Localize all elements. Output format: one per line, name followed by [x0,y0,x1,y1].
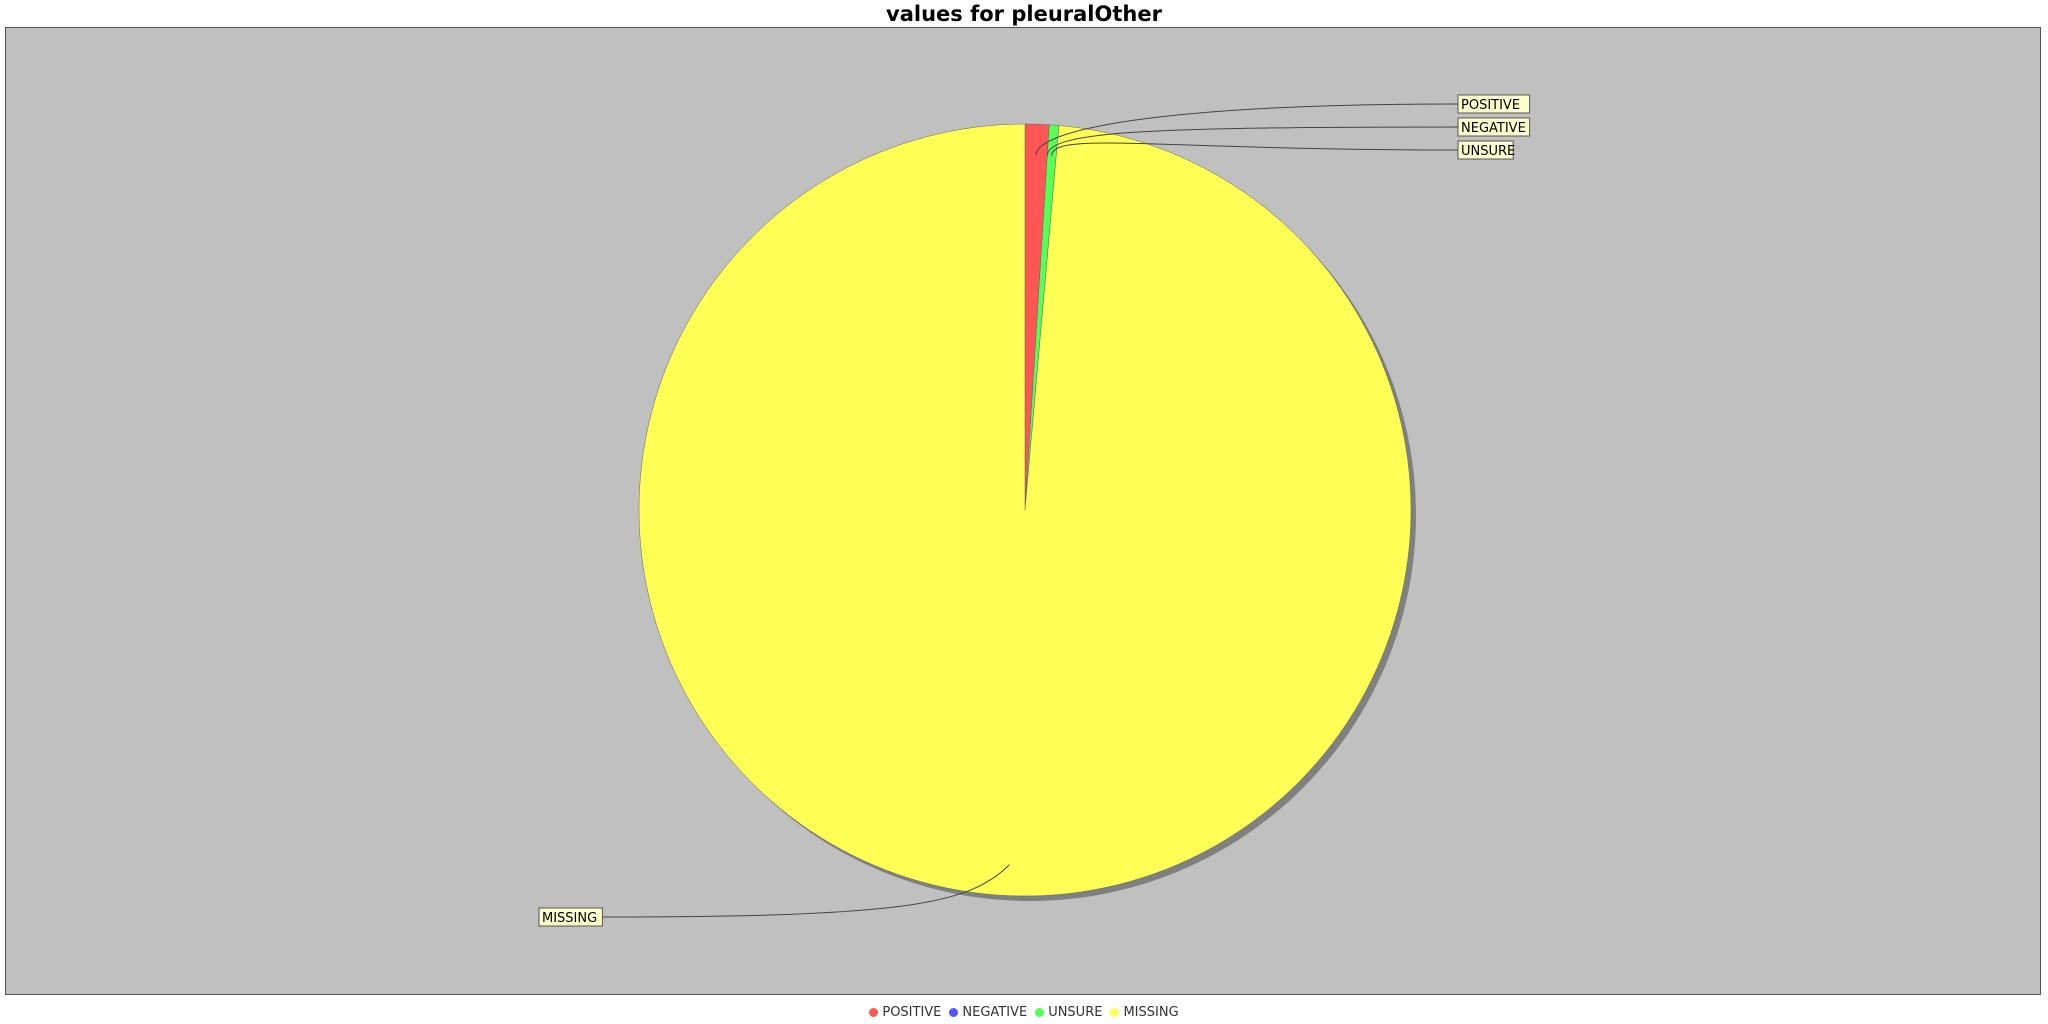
legend-label-unsure: UNSURE [1048,1004,1103,1020]
legend-item-negative: NEGATIVE [949,1005,1027,1020]
pie-label-positive: POSITIVE [1457,94,1531,114]
legend-label-missing: MISSING [1123,1004,1179,1020]
legend-swatch-positive [869,1007,879,1017]
legend-item-missing: MISSING [1110,1004,1179,1020]
pie-label-box-negative [1457,117,1531,137]
pie-label-missing: MISSING [538,907,603,927]
legend-label-negative: NEGATIVE [962,1004,1028,1020]
pie-label-unsure: UNSURE [1457,140,1515,160]
leader-line-unsure [1051,142,1459,156]
legend-item-unsure: UNSURE [1035,1005,1102,1020]
pie-slice-missing [638,123,1412,897]
legend-swatch-negative [949,1007,959,1017]
pie-chart: POSITIVE NEGATIVE UNSURE MISSING [538,94,1531,927]
legend-item-positive: POSITIVE [869,1005,941,1020]
leader-line-missing [602,864,1010,918]
chart-title: values for pleuralOther [886,2,1162,26]
legend: POSITIVE NEGATIVE UNSURE MISSING [0,1002,2048,1022]
pie-label-text-positive: POSITIVE [1461,98,1520,113]
pie-label-text-negative: NEGATIVE [1461,121,1526,136]
pie-label-box-unsure [1457,140,1514,160]
pie-label-negative: NEGATIVE [1457,117,1531,137]
legend-swatch-missing [1110,1007,1120,1017]
leader-line-negative [1046,126,1459,156]
pie-label-text-missing: MISSING [542,911,597,926]
plot-area: POSITIVE NEGATIVE UNSURE MISSING [5,27,2041,995]
pie-label-text-unsure: UNSURE [1461,144,1515,159]
pie-label-box-missing [538,907,603,927]
legend-swatch-unsure [1035,1007,1045,1017]
legend-label-positive: POSITIVE [882,1004,942,1020]
leader-line-positive [1035,103,1459,156]
pie-label-box-positive [1457,94,1531,114]
